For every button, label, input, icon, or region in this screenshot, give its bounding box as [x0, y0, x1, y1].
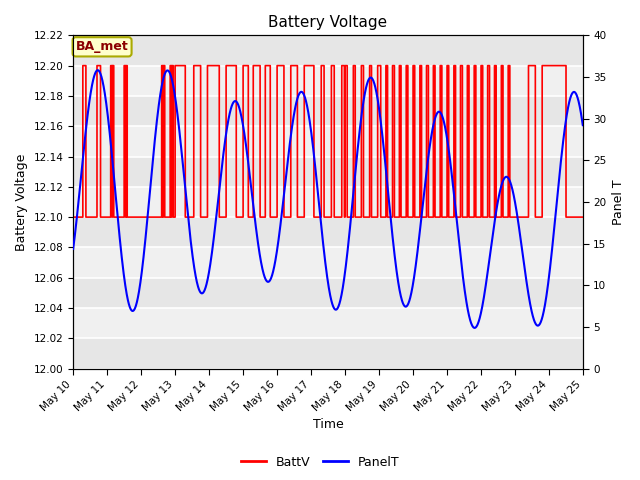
Bar [73, 278, 583, 308]
Bar [73, 338, 583, 369]
Y-axis label: Battery Voltage: Battery Voltage [15, 153, 28, 251]
Bar [73, 96, 583, 126]
Bar [73, 36, 583, 66]
Bar [73, 217, 583, 247]
Title: Battery Voltage: Battery Voltage [268, 15, 388, 30]
X-axis label: Time: Time [312, 419, 343, 432]
Legend: BattV, PanelT: BattV, PanelT [236, 451, 404, 474]
Bar [73, 156, 583, 187]
Y-axis label: Panel T: Panel T [612, 179, 625, 225]
Text: BA_met: BA_met [76, 40, 129, 53]
